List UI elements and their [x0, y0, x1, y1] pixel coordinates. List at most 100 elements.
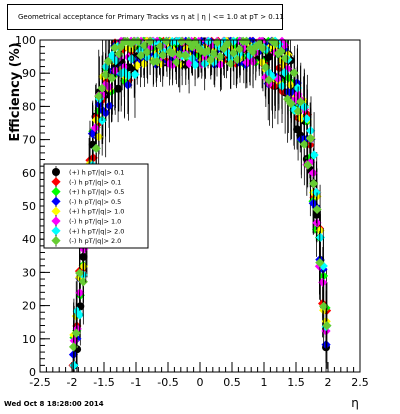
- data-point: [103, 56, 113, 66]
- y-tick-label: 40: [22, 233, 36, 246]
- data-point: [68, 342, 79, 352]
- legend-marker: [51, 216, 61, 226]
- data-point: [309, 179, 319, 189]
- data-point: [264, 75, 274, 85]
- legend-entry: (+) h pT/|q|> 2.0: [69, 227, 124, 235]
- y-tick-label: 30: [22, 266, 36, 279]
- y-tick-label: 80: [22, 100, 36, 113]
- legend-marker: [51, 226, 61, 236]
- data-point: [142, 47, 152, 57]
- data-point: [162, 36, 172, 46]
- data-point: [190, 60, 200, 70]
- data-point: [71, 328, 81, 338]
- data-point: [299, 139, 309, 149]
- timestamp: Wed Oct 8 18:28:00 2014: [4, 400, 104, 408]
- data-point: [303, 160, 313, 170]
- data-point: [94, 91, 104, 101]
- data-point: [130, 69, 140, 80]
- chart-title-box: Geometrical acceptance for Primary Track…: [7, 4, 284, 30]
- x-tick-label: -2.5: [29, 376, 50, 389]
- y-tick-label: 0: [29, 366, 36, 379]
- x-tick-label: -1.5: [93, 376, 114, 389]
- data-point: [267, 71, 278, 82]
- data-point: [171, 57, 182, 67]
- data-point: [75, 310, 85, 320]
- legend-marker: [51, 187, 61, 197]
- legend-entry: (-) h pT/|q|> 1.0: [69, 218, 121, 226]
- legend: (+) h pT/|q|> 0.1(-) h pT/|q|> 0.1 (+) h …: [43, 163, 149, 249]
- data-point: [270, 38, 281, 49]
- y-tick-label: 90: [22, 67, 36, 80]
- legend-entry: (+) h pT/|q|> 1.0: [69, 208, 124, 216]
- data-point: [280, 40, 290, 50]
- data-point: [152, 56, 162, 66]
- data-point: [279, 61, 289, 72]
- data-point: [97, 83, 107, 93]
- data-point: [168, 48, 178, 58]
- data-point: [251, 41, 261, 51]
- data-point: [90, 123, 100, 133]
- data-points: [68, 36, 332, 372]
- data-point: [133, 36, 143, 46]
- data-point: [241, 36, 252, 46]
- legend-entry: (+) h pT/|q|> 0.1: [69, 169, 124, 177]
- y-tick-label: 10: [22, 333, 36, 346]
- data-point: [312, 204, 322, 214]
- legend-entry: (-) h pT/|q|> 2.0: [69, 237, 121, 245]
- data-point: [305, 153, 315, 163]
- x-tick-label: 2: [325, 376, 332, 389]
- data-point: [139, 59, 149, 69]
- data-point: [295, 97, 306, 107]
- data-point: [158, 50, 168, 60]
- data-point: [277, 36, 287, 46]
- x-tick-label: 0.5: [223, 376, 241, 389]
- data-point: [145, 36, 155, 46]
- legend-entry: (-) h pT/|q|> 0.5: [69, 198, 121, 206]
- data-point: [235, 44, 245, 54]
- data-point: [75, 268, 85, 278]
- x-axis-label: η: [351, 396, 359, 410]
- data-point: [222, 39, 233, 49]
- x-tick-label: -2: [67, 376, 78, 389]
- legend-marker: [51, 196, 61, 206]
- legend-marker: [51, 206, 61, 216]
- x-tick-label: -0.5: [157, 376, 178, 389]
- data-point: [177, 36, 187, 46]
- data-point: [305, 133, 316, 143]
- data-point: [206, 55, 216, 65]
- y-tick-label: 70: [22, 134, 36, 147]
- y-tick-label: 100: [15, 34, 36, 47]
- y-tick-label: 60: [22, 167, 36, 180]
- data-point: [261, 62, 271, 73]
- data-point: [311, 187, 321, 197]
- data-point: [315, 232, 326, 243]
- chart-title: Geometrical acceptance for Primary Track…: [18, 13, 284, 21]
- data-point: [110, 43, 120, 53]
- data-point: [91, 143, 101, 153]
- data-point: [315, 258, 325, 268]
- x-tick-label: 1.5: [287, 376, 305, 389]
- x-tick-label: 0: [197, 376, 204, 389]
- legend-marker: [51, 177, 61, 187]
- x-tick-label: -1: [131, 376, 142, 389]
- data-point: [116, 42, 126, 52]
- data-point: [322, 320, 332, 331]
- data-point: [175, 50, 185, 60]
- data-point: [123, 80, 133, 90]
- data-point: [136, 50, 146, 61]
- data-point: [267, 36, 278, 46]
- data-point: [123, 71, 133, 81]
- data-point: [309, 150, 319, 160]
- data-point: [228, 48, 239, 58]
- data-point: [279, 68, 290, 78]
- x-tick-label: 1: [261, 376, 268, 389]
- legend-entry: (+) h pT/|q|> 0.5: [69, 188, 124, 196]
- y-tick-label: 50: [22, 200, 36, 213]
- data-point: [276, 46, 286, 56]
- legend-box: [43, 163, 149, 249]
- legend-entry: (-) h pT/|q|> 0.1: [69, 178, 121, 186]
- data-point: [72, 306, 82, 316]
- data-point: [258, 43, 268, 53]
- data-point: [78, 277, 88, 287]
